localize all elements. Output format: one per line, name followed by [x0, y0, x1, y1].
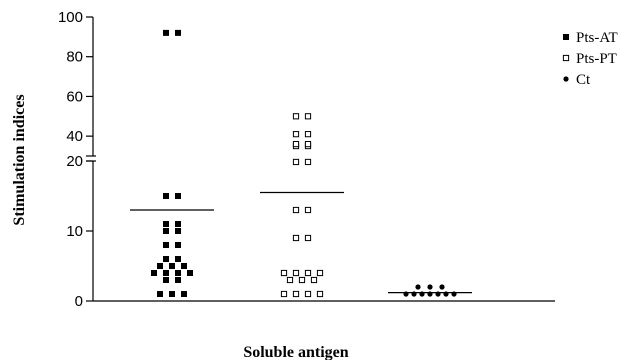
data-point	[163, 256, 169, 262]
data-point	[163, 242, 169, 248]
data-point	[304, 234, 312, 242]
data-point	[175, 242, 181, 248]
data-point	[163, 29, 169, 36]
legend: Pts-AT Pts-PT Ct	[562, 30, 618, 88]
legend-marker	[563, 76, 569, 82]
data-point	[292, 206, 300, 214]
y-tick-label: 100	[58, 9, 83, 26]
y-axis-title: Stimulation indices	[11, 94, 28, 225]
data-point	[280, 269, 288, 277]
legend-label: Pts-PT	[576, 51, 617, 67]
data-point	[169, 263, 175, 269]
data-point	[292, 131, 300, 138]
legend-label: Pts-AT	[576, 30, 618, 46]
data-point	[292, 269, 300, 277]
data-point	[316, 269, 324, 277]
legend-marker	[563, 34, 569, 40]
data-point	[304, 131, 312, 138]
data-point	[439, 284, 445, 290]
legend-marker	[562, 54, 570, 62]
data-point	[169, 291, 175, 297]
data-point	[304, 269, 312, 277]
y-tick-group: 0 10 20 40 60 80 100	[58, 9, 93, 310]
data-point	[175, 29, 181, 36]
data-point	[163, 277, 169, 283]
data-point	[415, 284, 421, 290]
data-point	[286, 276, 294, 284]
data-point	[310, 276, 318, 284]
data-point	[316, 290, 324, 298]
y-tick-label: 20	[66, 153, 83, 170]
y-tick-label: 60	[66, 88, 83, 105]
data-point	[175, 228, 181, 234]
data-point	[157, 291, 163, 297]
median-lines	[130, 191, 472, 294]
data-point	[292, 290, 300, 298]
x-axis-title: Soluble antigen	[243, 344, 348, 360]
y-tick-label: 10	[66, 223, 83, 240]
data-point	[298, 276, 306, 284]
chart-axes	[86, 17, 555, 302]
legend-label: Ct	[576, 72, 591, 88]
data-point	[157, 263, 163, 269]
data-point	[175, 221, 181, 227]
data-point	[163, 270, 169, 276]
data-point	[163, 221, 169, 227]
data-point	[304, 290, 312, 298]
data-point	[181, 263, 187, 269]
data-point	[292, 140, 300, 148]
data-point	[175, 193, 181, 199]
data-point	[280, 290, 288, 298]
data-points	[151, 29, 457, 298]
data-point	[304, 140, 312, 148]
data-point	[304, 206, 312, 214]
y-tick-label: 40	[66, 128, 83, 145]
y-tick-label: 0	[75, 293, 83, 310]
data-point	[175, 270, 181, 276]
data-point	[427, 284, 433, 290]
y-tick-label: 80	[66, 49, 83, 66]
data-point	[304, 158, 312, 166]
data-point	[292, 113, 300, 120]
data-point	[175, 256, 181, 262]
data-point	[163, 228, 169, 234]
data-point	[175, 277, 181, 283]
data-point	[181, 291, 187, 297]
data-point	[163, 193, 169, 199]
data-point	[187, 270, 193, 276]
data-point	[304, 113, 312, 120]
data-point	[292, 234, 300, 242]
data-point	[151, 270, 157, 276]
data-point	[292, 158, 300, 166]
